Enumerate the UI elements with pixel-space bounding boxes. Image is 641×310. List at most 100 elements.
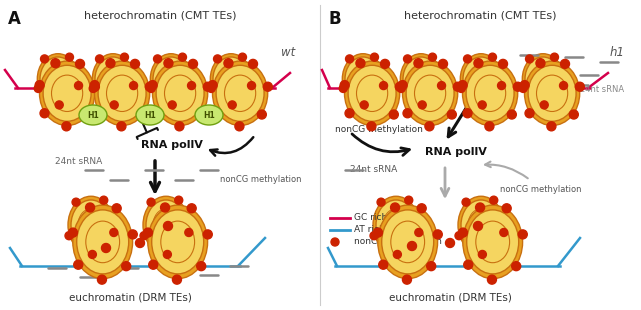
Text: RNA pollV: RNA pollV bbox=[141, 140, 203, 150]
Circle shape bbox=[76, 60, 85, 69]
Circle shape bbox=[55, 101, 63, 109]
Ellipse shape bbox=[143, 196, 189, 254]
Circle shape bbox=[224, 59, 233, 68]
Text: H1: H1 bbox=[87, 110, 99, 119]
Circle shape bbox=[445, 238, 454, 247]
Circle shape bbox=[408, 241, 417, 250]
Circle shape bbox=[331, 238, 339, 246]
Circle shape bbox=[458, 81, 467, 90]
Circle shape bbox=[213, 109, 222, 118]
Circle shape bbox=[560, 60, 569, 69]
Circle shape bbox=[178, 53, 187, 61]
Text: euchromatin (DRM TEs): euchromatin (DRM TEs) bbox=[388, 292, 512, 302]
Ellipse shape bbox=[373, 196, 419, 254]
Circle shape bbox=[128, 230, 137, 239]
Text: B: B bbox=[328, 10, 340, 28]
Circle shape bbox=[425, 122, 434, 131]
Circle shape bbox=[404, 55, 412, 63]
Circle shape bbox=[95, 109, 104, 118]
Text: nonCG methylation: nonCG methylation bbox=[220, 175, 301, 184]
Circle shape bbox=[447, 110, 456, 119]
Circle shape bbox=[148, 81, 157, 90]
Circle shape bbox=[144, 228, 153, 237]
Circle shape bbox=[576, 82, 585, 91]
Circle shape bbox=[455, 232, 463, 240]
Text: A: A bbox=[8, 10, 21, 28]
Ellipse shape bbox=[71, 200, 111, 250]
Text: RNA pollV: RNA pollV bbox=[425, 147, 487, 157]
Circle shape bbox=[101, 243, 110, 253]
Ellipse shape bbox=[146, 200, 186, 250]
Circle shape bbox=[478, 250, 487, 259]
Ellipse shape bbox=[381, 210, 434, 274]
Circle shape bbox=[168, 101, 176, 109]
Circle shape bbox=[89, 84, 97, 92]
Circle shape bbox=[345, 109, 354, 118]
Circle shape bbox=[345, 55, 354, 63]
Circle shape bbox=[35, 81, 44, 90]
Circle shape bbox=[97, 275, 106, 284]
Circle shape bbox=[135, 238, 144, 247]
Circle shape bbox=[140, 232, 148, 240]
Circle shape bbox=[487, 275, 496, 284]
Circle shape bbox=[519, 230, 528, 239]
Ellipse shape bbox=[400, 54, 442, 104]
Text: H1: H1 bbox=[203, 110, 215, 119]
Circle shape bbox=[499, 60, 508, 69]
Circle shape bbox=[433, 230, 442, 239]
Circle shape bbox=[569, 110, 578, 119]
Circle shape bbox=[85, 110, 94, 119]
Circle shape bbox=[370, 53, 378, 61]
Circle shape bbox=[112, 204, 121, 213]
Ellipse shape bbox=[524, 61, 579, 126]
Ellipse shape bbox=[92, 54, 134, 104]
Ellipse shape bbox=[79, 105, 107, 125]
Circle shape bbox=[395, 82, 404, 91]
Circle shape bbox=[197, 262, 206, 271]
Circle shape bbox=[476, 203, 485, 212]
Circle shape bbox=[513, 82, 522, 91]
Circle shape bbox=[85, 203, 95, 212]
Circle shape bbox=[139, 110, 148, 119]
Ellipse shape bbox=[348, 65, 396, 121]
Circle shape bbox=[208, 81, 217, 90]
Ellipse shape bbox=[467, 210, 519, 274]
Circle shape bbox=[390, 203, 399, 212]
Circle shape bbox=[117, 122, 126, 131]
Circle shape bbox=[415, 228, 423, 237]
Circle shape bbox=[153, 109, 162, 118]
Text: h1: h1 bbox=[610, 46, 625, 59]
Circle shape bbox=[367, 122, 376, 131]
Ellipse shape bbox=[148, 205, 208, 279]
Circle shape bbox=[40, 55, 49, 63]
Circle shape bbox=[339, 84, 347, 92]
Circle shape bbox=[187, 204, 196, 213]
Circle shape bbox=[235, 122, 244, 131]
Circle shape bbox=[428, 53, 437, 61]
Circle shape bbox=[121, 53, 128, 61]
Circle shape bbox=[238, 53, 247, 61]
Circle shape bbox=[404, 196, 413, 204]
Ellipse shape bbox=[153, 61, 208, 126]
Ellipse shape bbox=[463, 57, 499, 101]
Ellipse shape bbox=[406, 65, 454, 121]
Ellipse shape bbox=[342, 54, 384, 104]
Circle shape bbox=[163, 250, 171, 259]
Ellipse shape bbox=[77, 210, 129, 274]
Circle shape bbox=[72, 198, 80, 206]
Ellipse shape bbox=[98, 65, 146, 121]
Circle shape bbox=[74, 260, 83, 269]
Ellipse shape bbox=[460, 54, 502, 104]
Circle shape bbox=[551, 53, 558, 61]
Circle shape bbox=[453, 82, 462, 91]
Circle shape bbox=[488, 53, 497, 61]
Ellipse shape bbox=[463, 61, 518, 126]
Circle shape bbox=[389, 110, 398, 119]
Circle shape bbox=[377, 198, 385, 206]
Circle shape bbox=[172, 275, 181, 284]
Circle shape bbox=[154, 55, 162, 63]
Circle shape bbox=[62, 122, 71, 131]
Text: nonCG methylation: nonCG methylation bbox=[335, 126, 423, 135]
Ellipse shape bbox=[68, 196, 114, 254]
Circle shape bbox=[403, 109, 412, 118]
